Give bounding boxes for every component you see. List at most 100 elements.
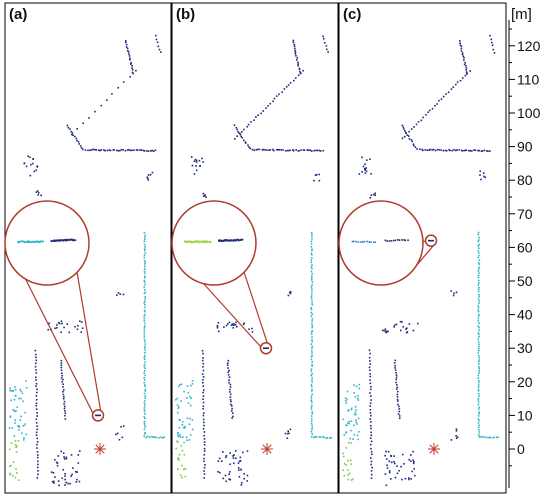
panel-b-point: [311, 318, 314, 320]
panel-a-point: [64, 478, 66, 481]
panel-c-point: [477, 297, 480, 300]
panel-c-point: [361, 241, 364, 243]
panel-c-point: [466, 72, 468, 75]
panel-c-point: [477, 284, 480, 286]
panel-a-point: [54, 459, 56, 461]
panel-c-point: [370, 440, 373, 443]
panel-c-point: [414, 146, 417, 149]
panel-b-point: [261, 149, 264, 151]
panel-c-point: [478, 322, 480, 324]
panel-a-point: [144, 291, 147, 293]
panel-a-point: [143, 248, 146, 250]
panel-a-point: [35, 402, 38, 405]
panel-b-point: [179, 419, 181, 421]
panel-b-point: [311, 336, 313, 338]
panel-c-point: [477, 325, 480, 327]
panel-a-point: [143, 286, 146, 288]
panel-a-point: [122, 293, 125, 296]
panel-c-point: [477, 252, 480, 254]
panel-b-point: [231, 417, 233, 419]
panel-a-point: [76, 328, 79, 331]
panel-c-point: [396, 395, 399, 398]
panel-c-point: [390, 461, 393, 464]
panel-c-point: [364, 172, 367, 174]
panel-c-point: [369, 443, 372, 446]
panel-a-point: [88, 117, 90, 119]
panel-c-point: [385, 484, 388, 487]
panel-a-point: [144, 390, 147, 392]
panel-a-point: [63, 239, 66, 241]
panel-a-point: [69, 128, 71, 131]
panel-b-point: [311, 254, 313, 256]
panel-b-point: [238, 132, 241, 134]
panel-c-point: [416, 148, 418, 150]
panel-a-point: [60, 364, 63, 367]
panel-c-point: [393, 324, 396, 327]
panel-a-point: [155, 38, 158, 41]
panel-a-point: [84, 149, 87, 151]
panel-c-point: [392, 239, 395, 242]
panel-a-point: [17, 479, 20, 481]
panel-a-point: [20, 390, 22, 393]
panel-a-point: [29, 174, 32, 177]
panel-a-point: [66, 238, 69, 241]
panel-b-point: [269, 102, 272, 105]
panel-b-point: [310, 343, 313, 345]
panel-c-point: [346, 422, 349, 424]
panel-a-point: [143, 249, 146, 252]
panel-b-point: [231, 412, 234, 414]
panel-a-point: [22, 400, 24, 403]
panel-c-point: [477, 433, 480, 436]
panel-a-point: [122, 148, 124, 151]
panel-c-point: [356, 434, 359, 437]
panel-b-point: [184, 467, 187, 470]
panel-a-point: [118, 438, 121, 441]
panel-c-point: [342, 455, 345, 458]
panel-b-point: [294, 51, 297, 54]
panel-a-point: [33, 170, 36, 173]
panel-c-point: [351, 240, 354, 243]
panel-c-point: [413, 144, 415, 147]
panel-a-point: [95, 149, 98, 151]
panel-c-point: [355, 421, 358, 424]
panel-c-point: [477, 399, 480, 401]
panel-b-point: [293, 43, 296, 46]
panel-b-point: [292, 79, 295, 82]
panel-c-point: [399, 329, 402, 332]
panel-b-point: [202, 418, 205, 421]
panel-c-point: [370, 453, 373, 456]
panel-b-point: [180, 383, 183, 386]
panel-b-point: [203, 431, 206, 433]
panel-c-point: [440, 98, 443, 101]
panel-b-point: [225, 455, 228, 457]
panel-b-point: [190, 384, 192, 387]
panel-c-point: [455, 83, 457, 86]
panel-b-point: [220, 239, 223, 242]
panel-c-point: [477, 393, 480, 395]
panel-b-point: [176, 404, 179, 406]
panel-b-point: [311, 290, 313, 293]
panel-b-point: [243, 473, 245, 475]
panel-b-point: [227, 373, 230, 376]
panel-a-point: [22, 439, 25, 441]
panel-a-point: [36, 391, 38, 394]
panel-b-point: [187, 402, 190, 405]
panel-c-point: [368, 241, 371, 243]
panel-a-point: [140, 149, 143, 151]
panel-a-point: [11, 427, 14, 429]
panel-a-point: [19, 388, 21, 391]
panel-b-point: [203, 441, 206, 443]
panel-a-point: [36, 428, 39, 431]
panel-a-point: [144, 374, 146, 377]
panel-c-point: [396, 383, 398, 386]
panel-a-point: [143, 329, 146, 331]
panel-a-point: [36, 165, 39, 167]
panel-c-point: [440, 149, 443, 151]
panel-c-point: [488, 436, 491, 439]
panel-a-point: [50, 240, 53, 242]
panel-a-point: [32, 241, 35, 243]
panel-b-point: [226, 239, 228, 241]
panel-c-point: [477, 415, 480, 417]
panel-a-point: [144, 261, 146, 264]
panel-c-point: [396, 390, 399, 393]
